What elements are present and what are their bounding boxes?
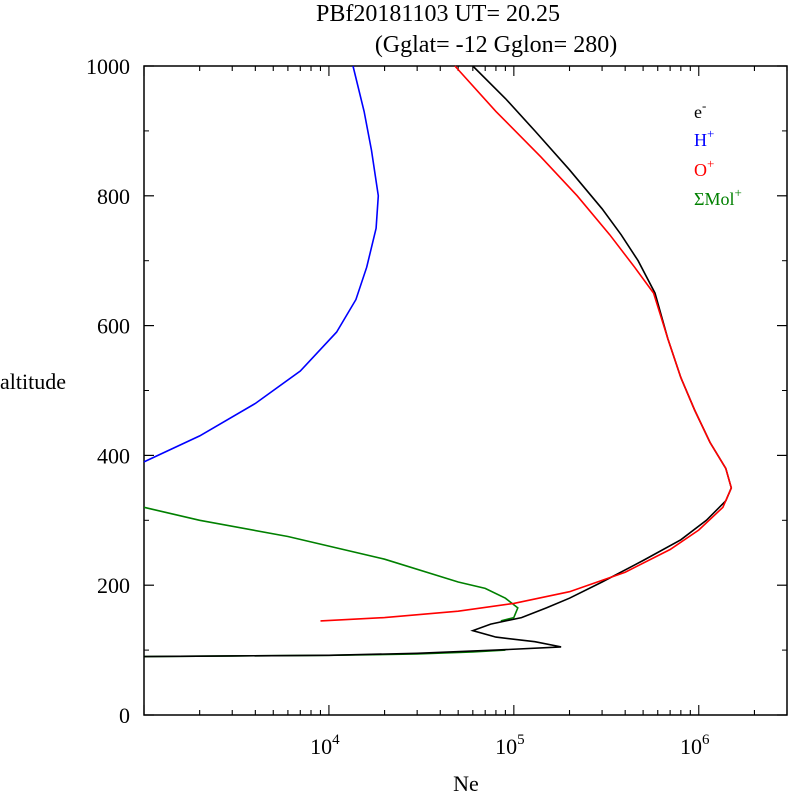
- legend-item-mol: ΣMol+: [694, 185, 742, 209]
- legend-item-o: O+: [694, 156, 714, 180]
- legend-label: e: [694, 102, 702, 122]
- x-tick-label: 105: [495, 732, 525, 759]
- y-tick-label: 600: [97, 314, 130, 339]
- legend-item-e: e-: [694, 98, 706, 122]
- x-tick-label: 106: [680, 732, 710, 759]
- legend-label: O: [694, 160, 707, 180]
- y-axis-label: altitude: [0, 369, 66, 394]
- series-line-h: [143, 65, 380, 463]
- x-tick-exp: 5: [517, 732, 525, 748]
- legend-sup: +: [707, 156, 714, 171]
- x-tick-base: 10: [310, 734, 332, 759]
- series-line-mol: [143, 506, 519, 622]
- x-tick-exp: 4: [332, 732, 340, 748]
- legend-item-h: H+: [694, 126, 714, 150]
- series-line-o: [320, 65, 733, 622]
- x-tick-base: 10: [680, 734, 702, 759]
- x-axis-label: Ne: [453, 771, 479, 795]
- y-tick-label: 1000: [86, 54, 130, 79]
- x-axis: 104 105 106: [143, 66, 788, 759]
- legend: e-H+O+ΣMol+: [694, 98, 742, 209]
- y-tick-label: 400: [97, 443, 130, 468]
- legend-label: H: [694, 130, 707, 150]
- y-axis: 0 200 400 600 800 1000: [86, 54, 787, 728]
- series-line-e: [143, 65, 733, 658]
- y-tick-label: 800: [97, 184, 130, 209]
- y-tick-label: 200: [97, 573, 130, 598]
- x-tick-label: 104: [310, 732, 340, 759]
- legend-label: ΣMol: [694, 189, 734, 209]
- chart-title-line1: PBf20181103 UT= 20.25: [316, 1, 560, 27]
- legend-sup: +: [734, 185, 741, 200]
- legend-sup: -: [702, 98, 706, 113]
- x-tick-exp: 6: [702, 732, 710, 748]
- x-tick-base: 10: [495, 734, 517, 759]
- legend-sup: +: [707, 126, 714, 141]
- chart-title-line2: (Gglat= -12 Gglon= 280): [375, 32, 617, 58]
- plot-frame: [143, 65, 788, 716]
- series-layer: [143, 65, 733, 658]
- y-tick-label: 0: [119, 703, 130, 728]
